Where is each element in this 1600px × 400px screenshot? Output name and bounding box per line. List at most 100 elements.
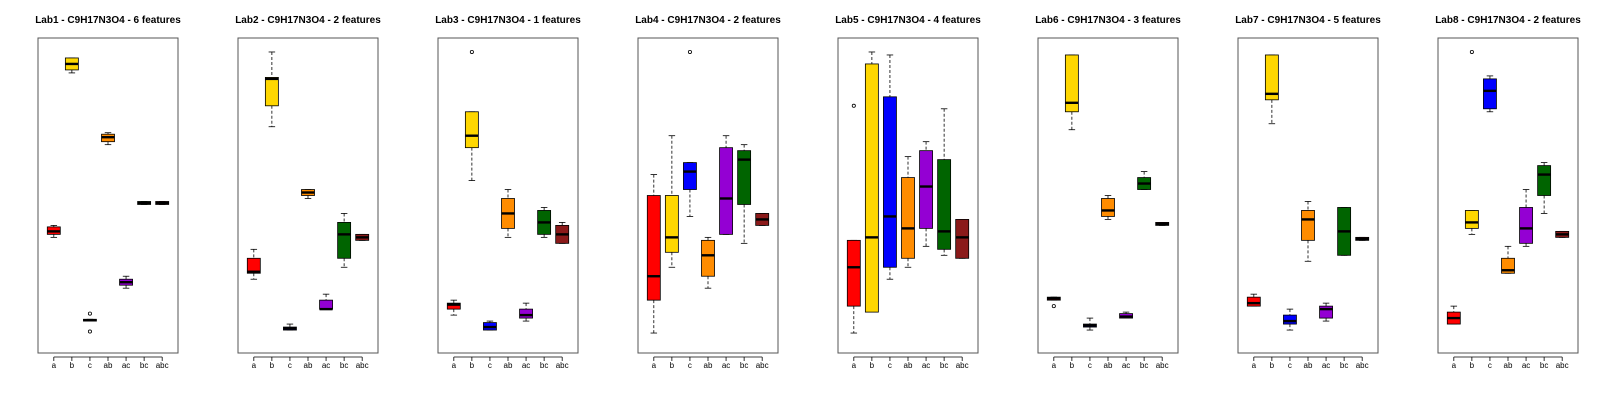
box-ac bbox=[319, 293, 333, 311]
x-tick-label: ab bbox=[704, 361, 713, 370]
chart-title: Lab2 - C9H17N3O4 - 2 features bbox=[235, 15, 381, 26]
box-c bbox=[283, 323, 297, 331]
box-body bbox=[446, 302, 461, 310]
box-a bbox=[1446, 305, 1461, 325]
chart-title: Lab1 - C9H17N3O4 - 6 features bbox=[35, 15, 181, 26]
box-ab bbox=[1101, 195, 1115, 220]
box-body bbox=[1301, 210, 1315, 241]
plot-frame bbox=[437, 37, 579, 354]
chart-title: Lab7 - C9H17N3O4 - 5 features bbox=[1235, 15, 1381, 26]
box-body bbox=[664, 195, 679, 253]
chart-title: Lab8 - C9H17N3O4 - 2 features bbox=[1435, 15, 1581, 26]
x-tick-label: b bbox=[1470, 361, 1475, 370]
box-abc bbox=[555, 222, 570, 244]
x-tick-label: c bbox=[888, 361, 892, 370]
x-tick-label: ab bbox=[504, 361, 513, 370]
plot-frame bbox=[837, 37, 979, 354]
box-bc bbox=[137, 201, 152, 205]
box-bc bbox=[1337, 207, 1352, 256]
x-tick-label: c bbox=[1488, 361, 1492, 370]
box-b bbox=[1464, 49, 1479, 235]
box-body bbox=[1064, 54, 1079, 113]
x-tick-label: a bbox=[452, 361, 457, 370]
x-tick-label: c bbox=[1088, 361, 1092, 370]
box-a bbox=[1246, 293, 1261, 307]
x-tick-label: bc bbox=[1140, 361, 1148, 370]
box-body bbox=[264, 76, 279, 107]
box-c bbox=[883, 54, 897, 280]
x-tick-label: bc bbox=[740, 361, 748, 370]
x-tick-label: bc bbox=[940, 361, 948, 370]
outlier-point bbox=[1469, 49, 1474, 54]
x-tick-label: abc bbox=[1156, 361, 1169, 370]
x-tick-label: a bbox=[852, 361, 857, 370]
box-ac bbox=[119, 275, 133, 289]
box-b bbox=[264, 51, 279, 128]
box-body bbox=[1319, 305, 1333, 319]
box-b bbox=[1064, 54, 1079, 131]
box-a bbox=[1046, 296, 1061, 309]
box-body bbox=[919, 150, 933, 229]
box-b bbox=[864, 51, 879, 313]
box-bc bbox=[337, 213, 352, 268]
x-tick-label: ab bbox=[1304, 361, 1313, 370]
box-b bbox=[464, 49, 479, 181]
x-tick-label: ab bbox=[1504, 361, 1513, 370]
x-tick-label: ab bbox=[104, 361, 113, 370]
box-b bbox=[1264, 54, 1279, 125]
chart-title: Lab4 - C9H17N3O4 - 2 features bbox=[635, 15, 781, 26]
box-c bbox=[1483, 75, 1497, 113]
x-tick-label: a bbox=[652, 361, 657, 370]
box-ab bbox=[1501, 245, 1515, 274]
box-abc bbox=[1555, 230, 1570, 238]
box-a bbox=[646, 174, 661, 334]
x-tick-label: ac bbox=[1322, 361, 1330, 370]
box-ac bbox=[1119, 311, 1133, 319]
box-abc bbox=[1355, 236, 1370, 241]
box-body bbox=[701, 239, 715, 277]
box-body bbox=[1264, 54, 1279, 101]
box-body bbox=[519, 308, 533, 319]
chart-title: Lab5 - C9H17N3O4 - 4 features bbox=[835, 15, 981, 26]
box-body bbox=[337, 222, 352, 259]
box-abc bbox=[1155, 222, 1170, 226]
x-tick-label: a bbox=[52, 361, 57, 370]
x-tick-label: ac bbox=[122, 361, 130, 370]
box-c bbox=[683, 49, 697, 217]
plot-frame bbox=[237, 37, 379, 354]
box-ab bbox=[701, 236, 715, 289]
box-bc bbox=[937, 108, 952, 256]
box-a bbox=[446, 299, 461, 316]
x-tick-label: ac bbox=[922, 361, 930, 370]
x-tick-label: ac bbox=[1122, 361, 1130, 370]
box-body bbox=[737, 150, 752, 205]
x-tick-label: ab bbox=[1104, 361, 1113, 370]
plot-frame bbox=[637, 37, 779, 354]
x-tick-label: a bbox=[1052, 361, 1057, 370]
box-body bbox=[1537, 165, 1552, 196]
x-tick-label: ac bbox=[522, 361, 530, 370]
box-a bbox=[46, 224, 61, 238]
x-tick-label: b bbox=[1270, 361, 1275, 370]
box-ab bbox=[1301, 201, 1315, 262]
box-body bbox=[464, 111, 479, 149]
x-tick-label: bc bbox=[1340, 361, 1348, 370]
x-tick-label: abc bbox=[356, 361, 369, 370]
box-body bbox=[937, 159, 952, 250]
box-bc bbox=[1537, 162, 1552, 214]
x-tick-label: b bbox=[1070, 361, 1075, 370]
box-abc bbox=[355, 233, 370, 241]
x-tick-label: a bbox=[1452, 361, 1457, 370]
box-body bbox=[1464, 210, 1479, 229]
x-tick-label: abc bbox=[956, 361, 969, 370]
box-body bbox=[955, 219, 970, 259]
chart-title: Lab3 - C9H17N3O4 - 1 features bbox=[435, 15, 581, 26]
